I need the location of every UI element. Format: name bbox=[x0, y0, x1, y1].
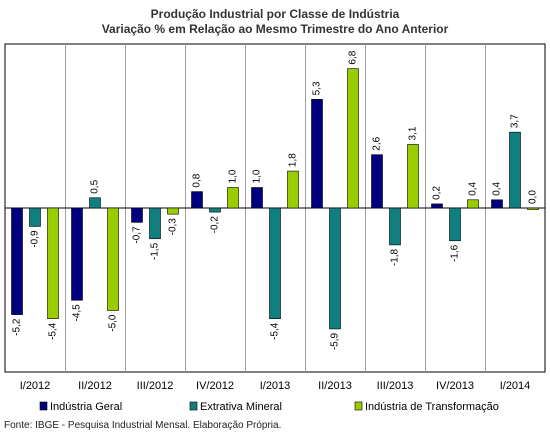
data-label: -4,5 bbox=[72, 304, 83, 322]
legend-swatch bbox=[189, 401, 198, 411]
data-label: -5,2 bbox=[12, 318, 23, 336]
bar bbox=[149, 207, 161, 240]
bar bbox=[509, 131, 521, 209]
bar bbox=[11, 207, 23, 315]
data-label: 0,0 bbox=[528, 190, 539, 204]
x-tick-label: I/2012 bbox=[20, 380, 51, 392]
source-note: Fonte: IBGE - Pesquisa Industrial Mensal… bbox=[4, 420, 282, 431]
data-label: -1,5 bbox=[150, 242, 161, 260]
data-label: 1,0 bbox=[252, 169, 263, 183]
chart-title: Produção Industrial por Classe de Indúst… bbox=[150, 7, 400, 21]
data-label: 5,3 bbox=[312, 81, 323, 95]
legend-label: Indústria Geral bbox=[50, 401, 122, 413]
data-label: -0,3 bbox=[168, 218, 179, 236]
data-label: -5,0 bbox=[108, 314, 119, 332]
bar bbox=[89, 197, 101, 209]
bar bbox=[527, 207, 539, 210]
data-label: -5,9 bbox=[330, 333, 341, 351]
data-label: 1,8 bbox=[288, 153, 299, 167]
bar bbox=[209, 207, 221, 213]
data-label: 6,8 bbox=[348, 50, 359, 64]
bar bbox=[371, 154, 383, 209]
x-tick-label: IV/2012 bbox=[196, 380, 234, 392]
bar bbox=[329, 207, 341, 330]
data-label: 0,4 bbox=[492, 181, 503, 195]
data-label: 0,5 bbox=[90, 179, 101, 193]
bar bbox=[491, 199, 503, 209]
bar bbox=[227, 187, 239, 209]
bar bbox=[131, 207, 143, 223]
bar bbox=[269, 207, 281, 319]
data-label: -5,4 bbox=[270, 322, 281, 340]
bar bbox=[251, 187, 263, 209]
bar bbox=[191, 191, 203, 209]
data-label: 2,6 bbox=[372, 136, 383, 150]
bar bbox=[449, 207, 461, 242]
data-label: 3,1 bbox=[408, 126, 419, 140]
x-tick-label: I/2014 bbox=[500, 380, 531, 392]
chart-subtitle: Variação % em Relação ao Mesmo Trimestre… bbox=[101, 22, 449, 36]
bar bbox=[29, 207, 41, 227]
bar bbox=[71, 207, 83, 301]
data-label: -0,7 bbox=[132, 226, 143, 244]
legend-swatch bbox=[39, 401, 48, 411]
data-label: 3,7 bbox=[510, 114, 521, 128]
x-tick-label: III/2013 bbox=[377, 380, 414, 392]
legend-swatch bbox=[354, 401, 363, 411]
bar bbox=[389, 207, 401, 246]
data-label: -1,8 bbox=[390, 248, 401, 266]
bar bbox=[107, 207, 119, 311]
x-tick-label: III/2012 bbox=[137, 380, 174, 392]
x-tick-label: I/2013 bbox=[260, 380, 291, 392]
data-label: -1,6 bbox=[450, 244, 461, 262]
x-tick-label: II/2012 bbox=[78, 380, 112, 392]
bar bbox=[311, 99, 323, 209]
data-label: -0,2 bbox=[210, 216, 221, 234]
bar bbox=[467, 199, 479, 209]
bar bbox=[287, 170, 299, 209]
legend-label: Extrativa Mineral bbox=[200, 401, 282, 413]
bar bbox=[431, 203, 443, 209]
data-label: -0,9 bbox=[30, 230, 41, 248]
data-label: 0,4 bbox=[468, 181, 479, 195]
x-tick-label: II/2013 bbox=[318, 380, 352, 392]
data-label: 0,2 bbox=[432, 186, 443, 200]
data-label: 1,0 bbox=[228, 169, 239, 183]
data-label: 0,8 bbox=[192, 173, 203, 187]
legend-label: Indústria de Transformação bbox=[365, 401, 499, 413]
bar bbox=[347, 68, 359, 209]
x-tick-label: IV/2013 bbox=[436, 380, 474, 392]
data-label: -5,4 bbox=[48, 322, 59, 340]
bar bbox=[167, 207, 179, 215]
bar bbox=[407, 144, 419, 209]
bar bbox=[47, 207, 59, 319]
